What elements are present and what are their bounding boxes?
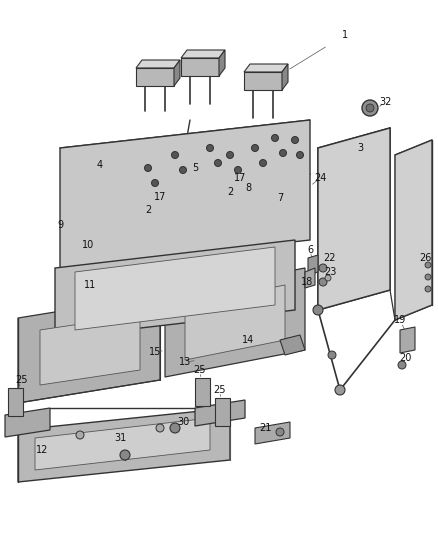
- Polygon shape: [195, 400, 245, 426]
- Text: 25: 25: [16, 375, 28, 385]
- Text: 22: 22: [324, 253, 336, 263]
- Text: 17: 17: [154, 192, 166, 202]
- Circle shape: [120, 450, 130, 460]
- Circle shape: [425, 262, 431, 268]
- Circle shape: [170, 423, 180, 433]
- Polygon shape: [244, 64, 288, 72]
- Text: 1: 1: [342, 30, 348, 40]
- Polygon shape: [174, 60, 180, 86]
- Polygon shape: [282, 64, 288, 90]
- Text: 14: 14: [242, 335, 254, 345]
- Polygon shape: [8, 388, 23, 416]
- Polygon shape: [219, 50, 225, 76]
- Polygon shape: [181, 58, 219, 76]
- Text: 26: 26: [419, 253, 431, 263]
- Text: 2: 2: [145, 205, 151, 215]
- Text: 23: 23: [324, 267, 336, 277]
- Polygon shape: [308, 255, 318, 275]
- Polygon shape: [185, 285, 285, 360]
- Text: 12: 12: [36, 445, 48, 455]
- Circle shape: [362, 100, 378, 116]
- Text: 11: 11: [84, 280, 96, 290]
- Text: 21: 21: [259, 423, 271, 433]
- Text: 2: 2: [227, 187, 233, 197]
- Circle shape: [272, 134, 279, 141]
- Text: 10: 10: [82, 240, 94, 250]
- Text: 18: 18: [301, 277, 313, 287]
- Polygon shape: [136, 60, 180, 68]
- Polygon shape: [18, 408, 230, 482]
- Polygon shape: [400, 327, 415, 353]
- Circle shape: [335, 385, 345, 395]
- Circle shape: [292, 136, 299, 143]
- Text: 25: 25: [194, 365, 206, 375]
- Circle shape: [226, 151, 233, 158]
- Text: 5: 5: [192, 163, 198, 173]
- Text: 25: 25: [214, 385, 226, 395]
- Text: 9: 9: [57, 220, 63, 230]
- Circle shape: [259, 159, 266, 166]
- Circle shape: [206, 144, 213, 151]
- Polygon shape: [395, 140, 432, 320]
- Text: 4: 4: [97, 160, 103, 170]
- Polygon shape: [244, 72, 282, 90]
- Circle shape: [425, 274, 431, 280]
- Text: 13: 13: [179, 357, 191, 367]
- Circle shape: [297, 151, 304, 158]
- Text: 20: 20: [399, 353, 411, 363]
- Circle shape: [215, 159, 222, 166]
- Circle shape: [156, 424, 164, 432]
- Circle shape: [180, 166, 187, 174]
- Circle shape: [145, 165, 152, 172]
- Circle shape: [276, 428, 284, 436]
- Text: 17: 17: [234, 173, 246, 183]
- Text: 30: 30: [177, 417, 189, 427]
- Polygon shape: [136, 68, 174, 86]
- Circle shape: [328, 351, 336, 359]
- Circle shape: [313, 305, 323, 315]
- Polygon shape: [18, 295, 160, 403]
- Text: 8: 8: [245, 183, 251, 193]
- Polygon shape: [305, 268, 315, 288]
- Circle shape: [425, 286, 431, 292]
- Polygon shape: [165, 268, 305, 377]
- Polygon shape: [195, 378, 210, 406]
- Circle shape: [76, 431, 84, 439]
- Circle shape: [234, 166, 241, 174]
- Circle shape: [366, 104, 374, 112]
- Polygon shape: [255, 422, 290, 444]
- Text: 7: 7: [277, 193, 283, 203]
- Polygon shape: [215, 398, 230, 426]
- Text: 32: 32: [379, 97, 391, 107]
- Polygon shape: [60, 120, 310, 268]
- Text: 3: 3: [357, 143, 363, 153]
- Polygon shape: [318, 128, 390, 310]
- Circle shape: [152, 180, 159, 187]
- Circle shape: [172, 151, 179, 158]
- Polygon shape: [35, 418, 210, 470]
- Polygon shape: [181, 50, 225, 58]
- Text: 19: 19: [394, 315, 406, 325]
- Text: 15: 15: [149, 347, 161, 357]
- Polygon shape: [55, 240, 295, 338]
- Polygon shape: [40, 315, 140, 385]
- Circle shape: [398, 361, 406, 369]
- Circle shape: [325, 275, 331, 281]
- Text: 24: 24: [314, 173, 326, 183]
- Circle shape: [251, 144, 258, 151]
- Circle shape: [319, 278, 327, 286]
- Circle shape: [319, 264, 327, 272]
- Polygon shape: [5, 408, 50, 437]
- Polygon shape: [280, 335, 305, 355]
- Circle shape: [279, 149, 286, 157]
- Text: 6: 6: [307, 245, 313, 255]
- Text: 31: 31: [114, 433, 126, 443]
- Polygon shape: [75, 247, 275, 330]
